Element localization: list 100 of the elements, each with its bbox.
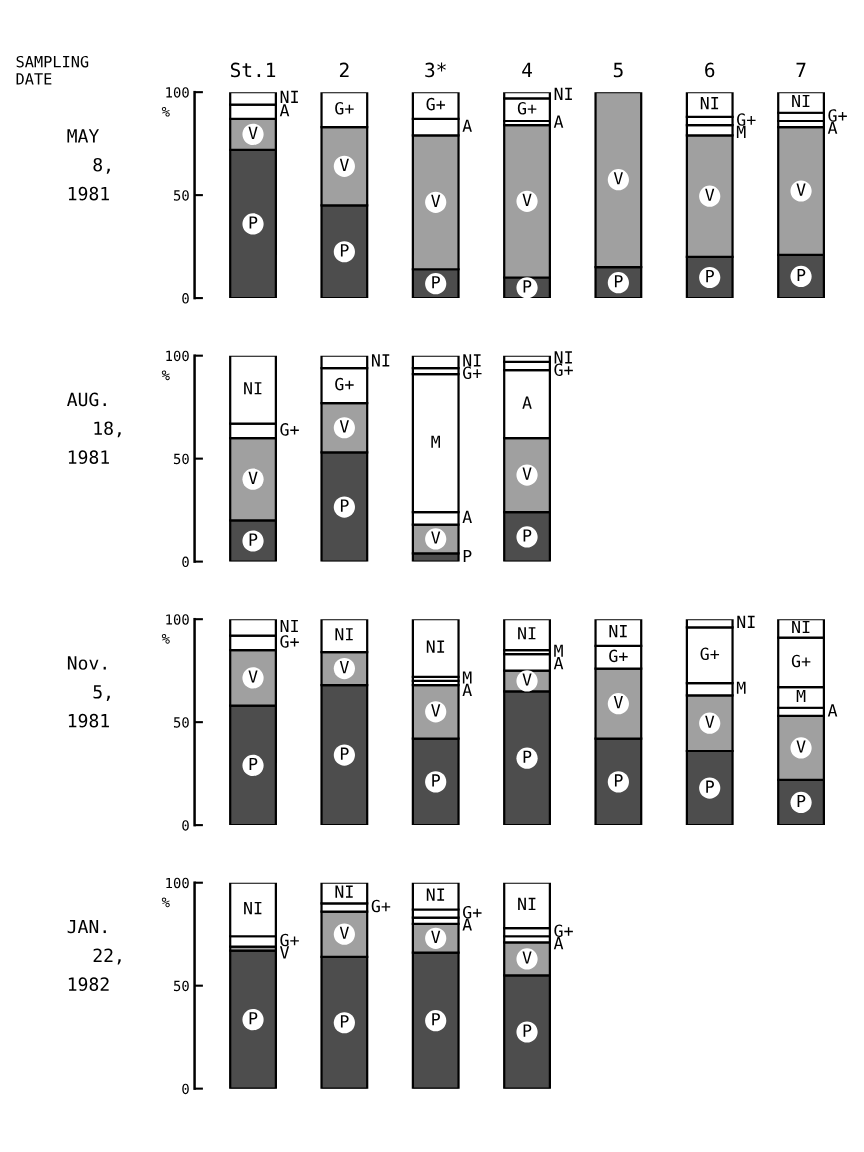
text: A	[827, 704, 838, 717]
series-label: M	[431, 435, 440, 448]
y-tick-label: 50	[173, 453, 189, 465]
text: G+	[700, 647, 720, 661]
series-label: G+	[517, 101, 537, 115]
text: NI	[426, 888, 445, 901]
text: P	[249, 533, 258, 546]
bar	[503, 619, 551, 652]
text: G+	[335, 377, 354, 391]
y-tick-label: 0	[182, 293, 189, 304]
y-axis-title: %	[161, 633, 170, 644]
bar	[411, 619, 460, 678]
text: A	[553, 115, 564, 128]
series-label: M	[736, 125, 746, 138]
x-tick-label: 7	[796, 62, 806, 78]
y-tick-label: 0	[182, 1083, 189, 1095]
text: G+	[828, 109, 847, 122]
text: NI	[335, 628, 353, 641]
text: P	[249, 216, 258, 229]
text: G+	[426, 97, 446, 111]
text: NI	[554, 87, 572, 100]
text: P	[523, 750, 532, 763]
text: SAMPLING DATE	[16, 55, 89, 85]
y-tick-label: 50	[173, 190, 189, 201]
y-tick-label: 100	[166, 877, 189, 889]
series-label: A	[462, 119, 472, 132]
text: P	[340, 1015, 349, 1028]
series-label: A	[462, 510, 472, 523]
text: V	[248, 471, 258, 484]
text: Nov. 5, 1981	[67, 656, 110, 728]
text: G+	[554, 363, 573, 376]
text: G+	[554, 924, 573, 938]
text: NI	[244, 901, 262, 915]
text: NI	[609, 625, 627, 638]
series-label: NI	[792, 620, 810, 634]
text: V	[248, 670, 258, 683]
text: A	[522, 396, 532, 409]
text: P	[340, 499, 349, 512]
text: V	[522, 951, 532, 964]
y-tick-label: 50	[173, 980, 189, 992]
text: A	[279, 104, 290, 117]
text: M	[554, 644, 563, 657]
text: P	[340, 244, 349, 257]
text: A	[827, 121, 838, 134]
text: G+	[280, 635, 299, 648]
text: NI	[426, 640, 445, 653]
text: AUG. 18, 1981	[67, 392, 121, 464]
x-tick-label: St.1	[230, 62, 276, 78]
text: P	[523, 1024, 532, 1037]
series-label: V	[248, 126, 258, 140]
text: NI	[280, 90, 298, 103]
text: G+	[791, 654, 811, 668]
text: P	[706, 780, 714, 793]
series-label: M	[796, 689, 806, 703]
x-tick-label: 3*	[425, 62, 446, 78]
text: MAY 8, 1981	[67, 129, 110, 201]
text: A	[553, 936, 564, 950]
y-tick-label: 100	[166, 87, 189, 98]
series-label: P	[249, 1012, 258, 1025]
text: P	[706, 269, 714, 283]
y-tick-label: 50	[173, 717, 189, 728]
text: V	[522, 467, 532, 480]
series-label: G+	[463, 366, 482, 380]
text: A	[553, 656, 564, 670]
text: G+	[335, 101, 354, 115]
text: V	[339, 158, 349, 171]
text: V	[705, 188, 715, 201]
text: NI	[554, 351, 572, 364]
text: JAN. 22, 1982	[67, 919, 121, 991]
text: P	[797, 268, 806, 282]
y-axis-title: %	[161, 897, 170, 908]
text: G+	[371, 899, 391, 913]
x-tick-label: 4	[522, 62, 532, 78]
text: NI	[244, 382, 262, 395]
text: V	[431, 194, 441, 207]
text: V	[613, 172, 623, 185]
series-label: A	[462, 683, 472, 696]
text: NI	[280, 619, 298, 633]
series-label: NI	[335, 885, 353, 898]
text: NI	[371, 354, 390, 367]
text: V	[522, 193, 532, 206]
series-label: P	[797, 794, 806, 808]
x-tick-label: 5	[613, 62, 623, 78]
text: NI	[518, 627, 536, 640]
text: P	[614, 774, 623, 787]
text: V	[705, 715, 715, 728]
text: M	[462, 671, 472, 684]
text: V	[796, 183, 806, 196]
series-label: P	[463, 549, 472, 563]
series-label: P	[523, 280, 532, 293]
series-label: NI	[792, 94, 810, 108]
bar	[229, 949, 277, 1089]
text: P	[614, 275, 623, 288]
y-tick-label: 100	[166, 350, 189, 362]
text: P	[432, 774, 440, 787]
text: NI	[518, 897, 536, 911]
text: V	[431, 930, 441, 943]
x-tick-label: 6	[705, 62, 715, 78]
text: G+	[280, 423, 299, 436]
text: P	[432, 1013, 440, 1026]
